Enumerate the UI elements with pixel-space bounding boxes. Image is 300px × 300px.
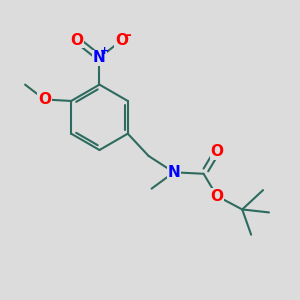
Text: O: O xyxy=(211,189,224,204)
Text: N: N xyxy=(93,50,106,65)
Text: O: O xyxy=(38,92,51,107)
Text: N: N xyxy=(167,165,180,180)
Text: O: O xyxy=(211,144,224,159)
Text: O: O xyxy=(115,32,128,47)
Text: O: O xyxy=(71,32,84,47)
Text: +: + xyxy=(100,46,109,56)
Text: -: - xyxy=(125,28,131,42)
